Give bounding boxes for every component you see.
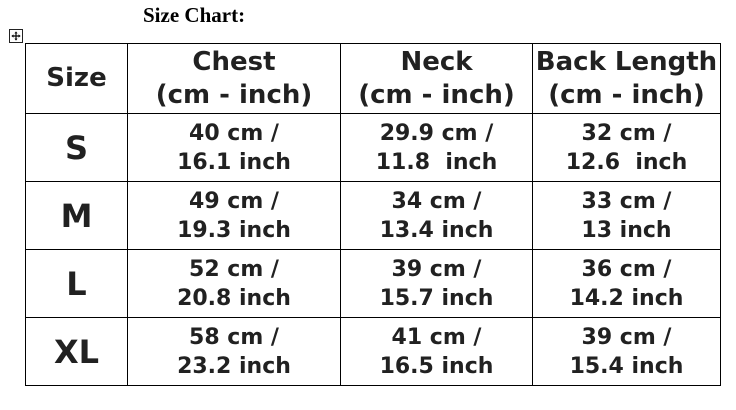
neck-cell: 41 cm / 16.5 inch	[340, 317, 533, 386]
chest-cell: 58 cm / 23.2 inch	[127, 317, 341, 386]
column-label: Size	[46, 63, 107, 93]
table-move-handle[interactable]	[9, 29, 23, 43]
table-row-m: M 49 cm / 19.3 inch 34 cm / 13.4 inch 33…	[25, 181, 721, 250]
chest-cell: 49 cm / 19.3 inch	[127, 181, 341, 250]
back-length-cell: 39 cm / 15.4 inch	[532, 317, 721, 386]
size-cell: M	[25, 181, 128, 250]
column-header-back-length: Back Length (cm - inch)	[532, 43, 721, 114]
back-length-cell: 33 cm / 13 inch	[532, 181, 721, 250]
column-sublabel: (cm - inch)	[358, 79, 515, 110]
column-header-neck: Neck (cm - inch)	[340, 43, 533, 114]
size-cell: L	[25, 249, 128, 318]
chest-cell: 40 cm / 16.1 inch	[127, 113, 341, 182]
column-label: Back Length	[535, 46, 718, 77]
column-sublabel: (cm - inch)	[155, 79, 313, 110]
back-length-cell: 32 cm / 12.6 inch	[532, 113, 721, 182]
column-header-size: Size	[25, 43, 128, 114]
size-cell: S	[25, 113, 128, 182]
table-row-s: S 40 cm / 16.1 inch 29.9 cm / 11.8 inch …	[25, 113, 721, 182]
table-row-l: L 52 cm / 20.8 inch 39 cm / 15.7 inch 36…	[25, 249, 721, 318]
size-chart-table: Size Chest (cm - inch) Neck (cm - inch) …	[25, 43, 721, 386]
neck-cell: 29.9 cm / 11.8 inch	[340, 113, 533, 182]
page-title: Size Chart:	[143, 3, 246, 27]
column-label: Chest	[192, 46, 276, 77]
table-header-row: Size Chest (cm - inch) Neck (cm - inch) …	[25, 43, 721, 114]
move-icon	[11, 31, 21, 41]
column-header-chest: Chest (cm - inch)	[127, 43, 341, 114]
chest-cell: 52 cm / 20.8 inch	[127, 249, 341, 318]
neck-cell: 39 cm / 15.7 inch	[340, 249, 533, 318]
back-length-cell: 36 cm / 14.2 inch	[532, 249, 721, 318]
table-row-xl: XL 58 cm / 23.2 inch 41 cm / 16.5 inch 3…	[25, 317, 721, 386]
column-label: Neck	[400, 46, 473, 77]
column-sublabel: (cm - inch)	[548, 79, 705, 110]
size-cell: XL	[25, 317, 128, 386]
neck-cell: 34 cm / 13.4 inch	[340, 181, 533, 250]
